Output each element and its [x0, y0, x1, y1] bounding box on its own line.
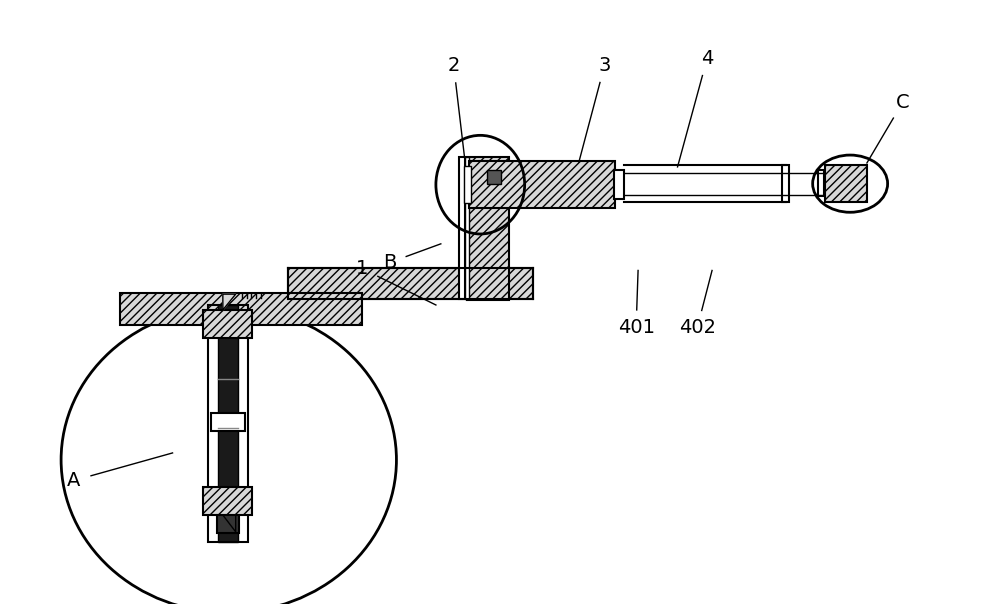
Bar	[203, 488, 252, 515]
Text: B: B	[383, 253, 396, 272]
Bar	[614, 170, 624, 199]
Text: 2: 2	[447, 56, 460, 75]
Bar	[465, 157, 469, 299]
Bar	[218, 305, 238, 542]
Text: 4: 4	[701, 49, 713, 68]
Text: C: C	[896, 93, 909, 112]
Text: 1: 1	[356, 259, 368, 278]
Bar	[818, 170, 824, 196]
Polygon shape	[223, 515, 236, 532]
Bar	[211, 413, 245, 431]
Bar	[487, 170, 501, 184]
Bar	[469, 161, 615, 209]
Text: 402: 402	[679, 318, 716, 337]
Bar	[120, 293, 362, 325]
Text: A: A	[67, 471, 81, 490]
Bar	[825, 165, 867, 202]
Polygon shape	[223, 294, 236, 310]
Bar	[782, 165, 789, 202]
Bar	[459, 157, 465, 299]
Bar	[203, 310, 252, 337]
Bar	[288, 268, 533, 299]
Bar	[467, 157, 509, 300]
Bar	[464, 166, 471, 204]
Bar	[217, 515, 239, 533]
Text: 401: 401	[618, 318, 655, 337]
Bar	[208, 305, 248, 542]
Text: 3: 3	[598, 56, 611, 75]
